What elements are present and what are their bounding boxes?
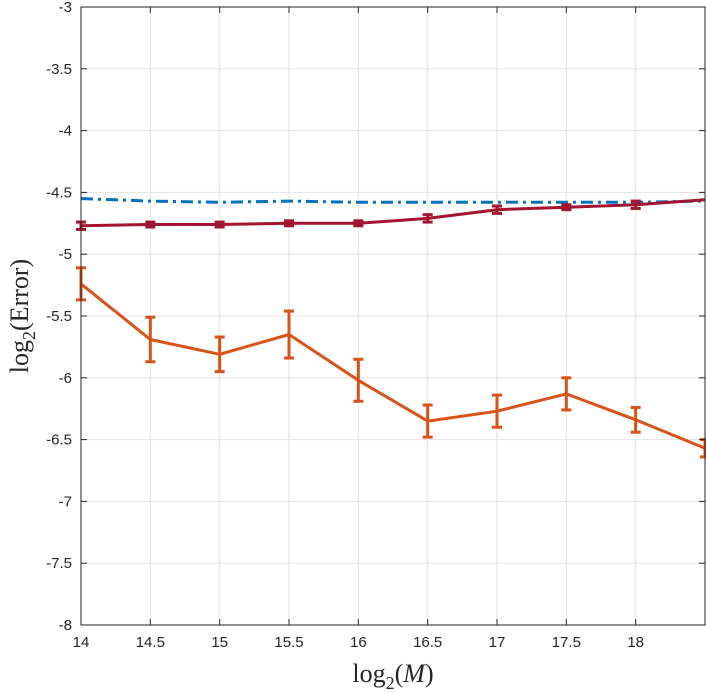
x-axis-title-base: 2 — [386, 673, 395, 693]
y-tick-label: -4.5 — [46, 184, 72, 201]
error-bar-orange-solid — [561, 376, 572, 412]
y-tick-label: -7.5 — [46, 555, 72, 572]
x-tick-label: 18 — [627, 634, 644, 651]
series-line-crimson-solid — [80, 198, 706, 228]
y-tick-label: -7 — [59, 493, 72, 510]
error-bar-orange-solid — [422, 403, 433, 439]
y-axis-title-open-paren: ( — [5, 322, 34, 331]
series-layer — [76, 197, 706, 459]
x-tick-label: 17 — [489, 634, 506, 651]
error-bar-orange-solid — [214, 335, 225, 374]
x-tick-label: 15 — [211, 634, 228, 651]
y-axis-title-base: 2 — [19, 331, 39, 340]
y-tick-label: -5.5 — [46, 308, 72, 325]
x-axis-title-arg: M — [402, 659, 426, 688]
y-axis-title: log2(Error) — [5, 259, 39, 373]
y-tick-label: -8 — [59, 617, 72, 634]
x-tick-label: 17.5 — [552, 634, 581, 651]
y-tick-label: -5 — [59, 246, 72, 263]
y-axis-title-log: log — [5, 340, 34, 373]
error-bar-orange-solid — [145, 315, 156, 364]
error-bar-orange-solid — [353, 357, 364, 403]
x-tick-label: 16 — [350, 634, 367, 651]
y-tick-label: -6 — [59, 370, 72, 387]
series-line-orange-solid — [80, 282, 706, 450]
error-bar-crimson-solid — [561, 203, 572, 212]
error-bar-crimson-solid — [492, 204, 502, 215]
y-tick-label: -3 — [59, 0, 72, 16]
y-axis-title-close-paren: ) — [5, 259, 34, 268]
error-bar-crimson-solid — [214, 220, 225, 229]
error-bar-crimson-solid — [284, 219, 294, 228]
error-bar-orange-solid — [284, 309, 294, 360]
series-line-blue-dashdot — [80, 197, 706, 204]
y-axis-title-arg: Error — [5, 267, 34, 322]
error-bar-crimson-solid — [353, 219, 364, 228]
x-axis-title: log2(M) — [352, 659, 433, 693]
x-tick-label: 14.5 — [136, 634, 165, 651]
error-bar-crimson-solid — [145, 220, 156, 229]
y-tick-label: -6.5 — [46, 432, 72, 449]
x-axis-title-log: log — [352, 659, 385, 688]
y-tick-label: -4 — [59, 123, 72, 140]
x-axis-title-close-paren: ) — [425, 659, 434, 688]
error-bar-crimson-solid — [422, 213, 433, 224]
error-bar-orange-solid — [630, 405, 641, 434]
tick-labels: 14 14.5 15 15.5 16 16.5 17 17.5 18 -8 -7.5 -7 -6.5 -6… — [46, 0, 644, 651]
error-bar-orange-solid — [492, 393, 502, 429]
x-tick-label: 16.5 — [413, 634, 442, 651]
x-axis-title-open-paren: ( — [395, 659, 404, 688]
ticks — [80, 6, 705, 626]
y-tick-label: -3.5 — [46, 61, 72, 78]
error-bar-crimson-solid — [630, 199, 641, 210]
x-tick-label: 15.5 — [274, 634, 303, 651]
x-tick-label: 14 — [73, 634, 90, 651]
